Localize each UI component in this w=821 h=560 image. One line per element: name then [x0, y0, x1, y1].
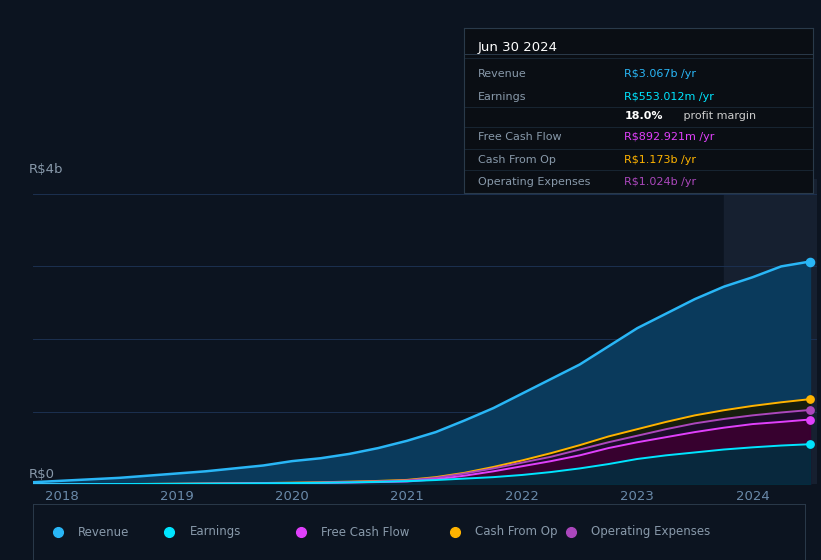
Point [804, 415, 817, 424]
Text: Free Cash Flow: Free Cash Flow [478, 132, 562, 142]
Text: R$4b: R$4b [29, 163, 63, 176]
Text: Cash From Op: Cash From Op [478, 155, 556, 165]
Text: Free Cash Flow: Free Cash Flow [321, 525, 409, 539]
Text: Earnings: Earnings [190, 525, 241, 539]
Text: Cash From Op: Cash From Op [475, 525, 557, 539]
Text: R$892.921m /yr: R$892.921m /yr [624, 132, 715, 142]
Point [804, 405, 817, 414]
Bar [723, 179, 816, 484]
Point [804, 257, 817, 266]
Point [804, 440, 817, 449]
Text: Revenue: Revenue [478, 69, 526, 80]
Text: Revenue: Revenue [78, 525, 129, 539]
Text: R$1.173b /yr: R$1.173b /yr [624, 155, 696, 165]
Text: Operating Expenses: Operating Expenses [591, 525, 710, 539]
Text: R$0: R$0 [29, 468, 55, 482]
Point [804, 395, 817, 404]
Text: R$1.024b /yr: R$1.024b /yr [624, 176, 696, 186]
Text: Earnings: Earnings [478, 92, 526, 102]
Text: profit margin: profit margin [680, 110, 756, 120]
Text: R$553.012m /yr: R$553.012m /yr [624, 92, 714, 102]
Text: Operating Expenses: Operating Expenses [478, 176, 590, 186]
Text: Jun 30 2024: Jun 30 2024 [478, 41, 557, 54]
Text: 18.0%: 18.0% [624, 110, 663, 120]
Text: R$3.067b /yr: R$3.067b /yr [624, 69, 696, 80]
